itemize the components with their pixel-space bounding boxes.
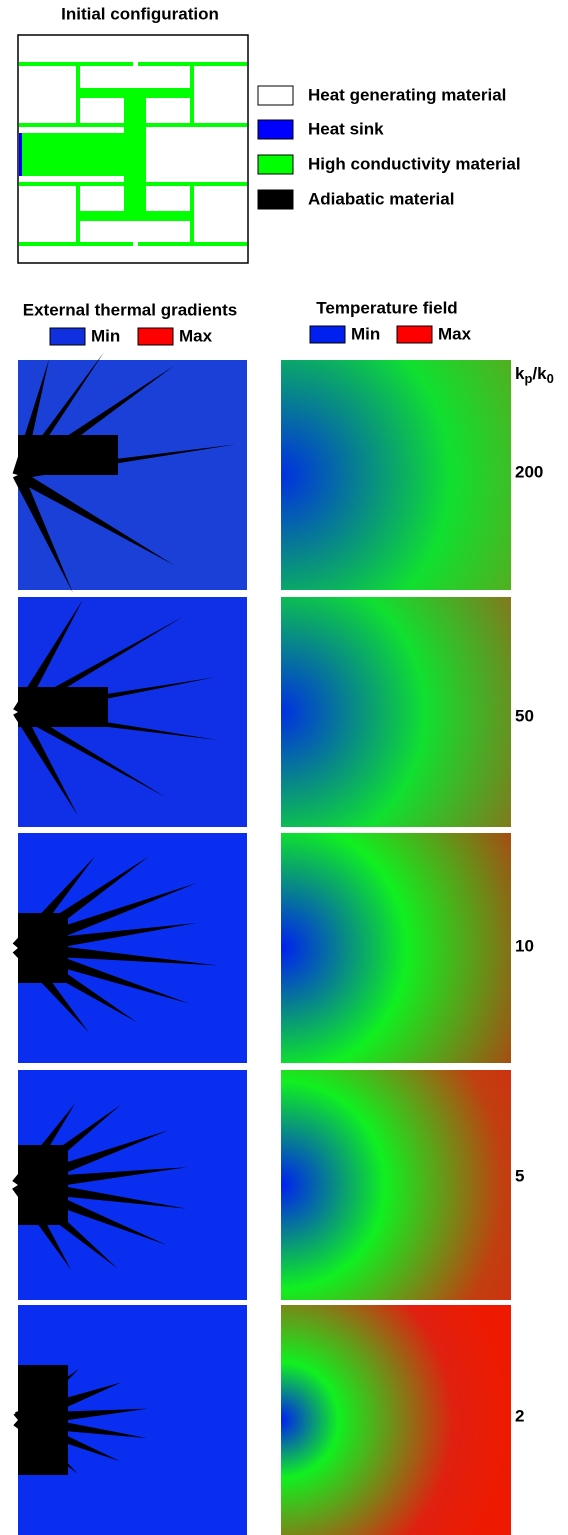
ratio-value: 10 — [515, 936, 534, 955]
ratio-label: kp/k0 — [515, 364, 554, 386]
legend-max: Max — [179, 326, 213, 345]
legend-label: High conductivity material — [308, 154, 521, 173]
ratio-value: 200 — [515, 462, 543, 481]
ratio-value: 50 — [515, 706, 534, 725]
ratio-value: 5 — [515, 1166, 524, 1185]
initial-diagram — [18, 35, 248, 263]
gradient-panels — [12, 350, 247, 1535]
material-legend: Heat generating material Heat sink High … — [258, 85, 521, 209]
page: Initial configuration Heat generating ma… — [0, 0, 568, 1535]
legend-label: Heat generating material — [308, 85, 506, 104]
temperature-panels — [281, 360, 511, 1535]
gradients-title: External thermal gradients — [23, 300, 237, 319]
legend-min: Min — [91, 326, 120, 345]
temperature-title: Temperature field — [316, 298, 457, 317]
legend-label: Adiabatic material — [308, 189, 454, 208]
figure: Initial configuration Heat generating ma… — [0, 0, 568, 1535]
legend-max: Max — [438, 324, 472, 343]
ratio-part: p — [524, 371, 532, 386]
initial-title: Initial configuration — [61, 4, 219, 23]
ratio-value: 2 — [515, 1406, 524, 1425]
ratio-part: 0 — [547, 371, 554, 386]
legend-label: Heat sink — [308, 119, 384, 138]
legend-min: Min — [351, 324, 380, 343]
